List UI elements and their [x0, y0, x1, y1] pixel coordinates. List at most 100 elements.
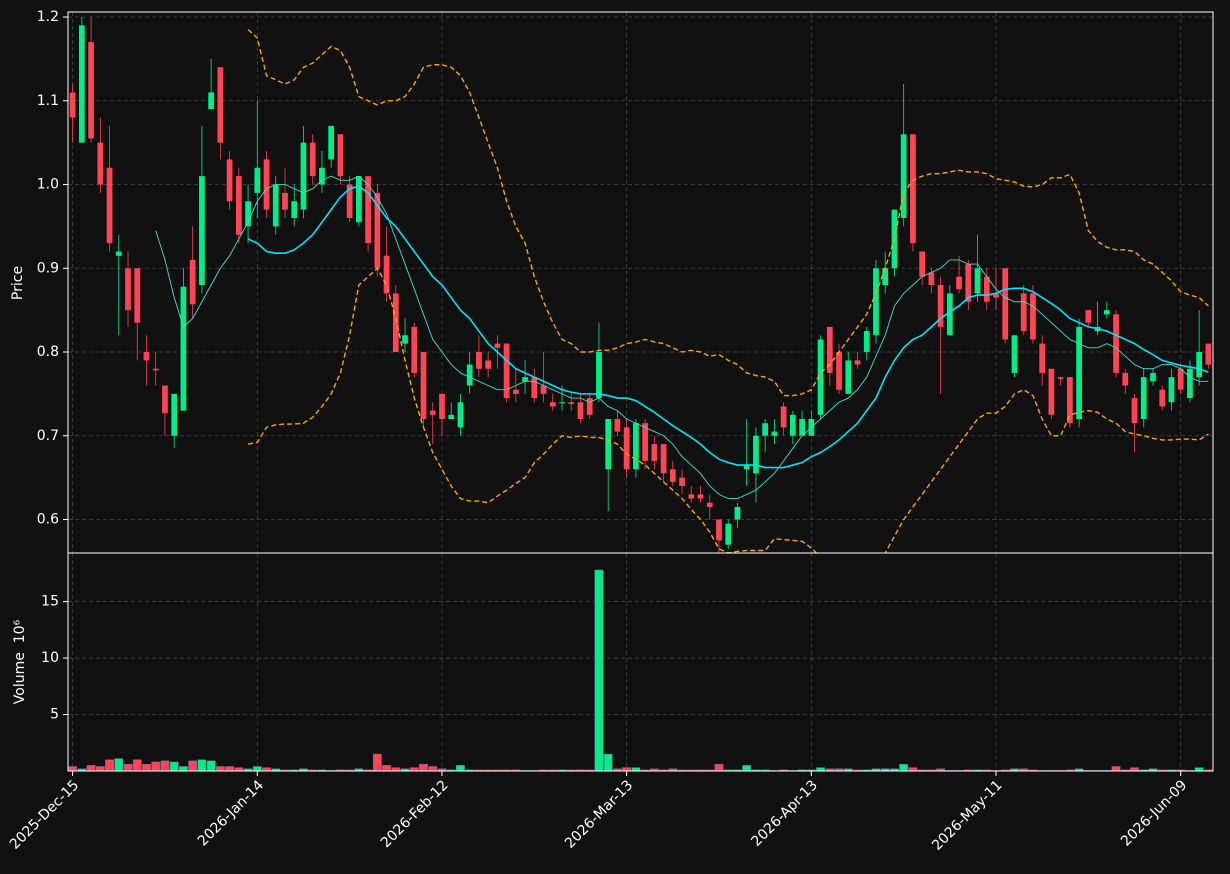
candle-body — [300, 142, 307, 210]
candle-body — [411, 326, 418, 373]
volume-bar — [280, 769, 290, 771]
candle-body — [78, 25, 85, 143]
candle-body — [1067, 377, 1073, 424]
volume-bar — [382, 765, 391, 771]
candle-body — [660, 444, 667, 474]
volume-frame — [67, 552, 1214, 772]
y-tick-label: 0.6 — [37, 512, 59, 528]
volume-bar — [446, 769, 456, 771]
candle-body — [596, 352, 602, 399]
candle-body — [494, 343, 501, 348]
volume-bar — [372, 753, 382, 771]
candle-body — [1159, 389, 1166, 407]
volume-bar — [917, 769, 927, 771]
indicator-line — [247, 267, 1209, 553]
candle-body — [826, 326, 833, 373]
volume-bar — [456, 765, 465, 771]
candle-body — [152, 368, 159, 371]
candle-body — [559, 402, 565, 404]
volume-bar — [169, 761, 179, 771]
candle-body — [115, 251, 122, 256]
candle-body — [651, 444, 658, 461]
candle-body — [88, 42, 94, 139]
volume-bar — [779, 769, 789, 771]
candle-body — [235, 176, 242, 235]
volume-bar — [289, 769, 299, 771]
candle-body — [180, 286, 187, 411]
candle-body — [466, 364, 473, 386]
candle-body — [522, 377, 528, 382]
price-axis-label: Price — [10, 266, 26, 300]
y-tick-label: 15 — [41, 594, 59, 610]
y-tick-label: 1.1 — [37, 93, 59, 109]
volume-bar — [908, 767, 918, 771]
y-tick-label: 10 — [41, 650, 59, 666]
candle-body — [771, 431, 778, 436]
volume-bar — [252, 766, 262, 771]
candle-body — [1039, 343, 1046, 373]
candle-body — [134, 268, 141, 323]
candle-body — [356, 176, 362, 223]
candle-body — [143, 352, 150, 361]
candle-body — [309, 142, 316, 177]
volume-bar — [409, 767, 419, 771]
candle-body — [753, 435, 759, 474]
volume-bar — [982, 769, 992, 771]
volume-bar — [899, 763, 909, 771]
volume-bar — [659, 769, 668, 771]
candle-body — [697, 494, 704, 499]
candle-body — [540, 385, 547, 394]
candle-body — [291, 201, 298, 219]
volume-bar — [105, 759, 114, 771]
candle-body — [383, 255, 390, 294]
volume-bar — [751, 769, 761, 771]
candle-body — [1103, 310, 1110, 315]
volume-bar — [474, 769, 484, 771]
candle-body — [873, 268, 879, 336]
indicator-line — [155, 175, 1209, 500]
candle-body — [1131, 398, 1138, 424]
volume-bar — [502, 769, 512, 771]
candle-body — [476, 352, 482, 369]
volume-bar — [262, 767, 271, 771]
candle-body — [577, 402, 584, 420]
y-tick-label: 0.7 — [37, 428, 59, 444]
candle-body — [743, 465, 750, 470]
volume-bar — [1120, 769, 1130, 771]
candle-body — [263, 159, 270, 210]
candle-body — [568, 402, 575, 404]
volume-bar — [465, 769, 475, 771]
candle-body — [328, 125, 335, 160]
candle-body — [1187, 368, 1193, 399]
candle-body — [974, 268, 981, 294]
volume-bar — [557, 769, 567, 771]
candle-body — [882, 268, 889, 286]
candle-body — [402, 335, 408, 344]
volume-bar — [1194, 767, 1204, 771]
volume-bar — [132, 759, 142, 771]
price-panel — [68, 12, 1213, 553]
candle-body — [836, 352, 842, 390]
indicator-line — [247, 29, 1209, 397]
candle-body — [1048, 368, 1055, 415]
volume-bar — [733, 769, 742, 771]
candle-body — [485, 360, 492, 369]
candle-body — [1020, 293, 1027, 332]
volume-bar — [853, 769, 862, 771]
volume-bar — [631, 767, 641, 771]
candle-body — [282, 192, 288, 210]
candle-body — [346, 184, 353, 219]
volume-bar — [95, 766, 105, 771]
candle-body — [69, 92, 76, 118]
candle-body — [789, 414, 796, 436]
candle-body — [1057, 377, 1064, 379]
candle-body — [549, 402, 556, 407]
volume-bar — [696, 769, 705, 771]
y-tick-label: 5 — [50, 707, 59, 723]
candle-body — [1085, 310, 1092, 323]
candle-body — [734, 506, 741, 520]
candle-body — [1177, 368, 1184, 390]
candle-body — [272, 184, 279, 227]
volume-bar — [142, 763, 151, 771]
